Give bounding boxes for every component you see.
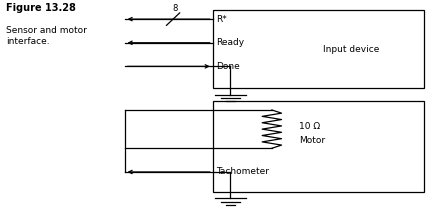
- Bar: [213, 10, 424, 88]
- Text: Figure 13.28: Figure 13.28: [6, 3, 76, 13]
- Text: 8: 8: [173, 4, 178, 13]
- Text: 10 Ω: 10 Ω: [299, 122, 320, 131]
- Text: R*: R*: [216, 15, 227, 24]
- Text: Sensor and motor
interface.: Sensor and motor interface.: [6, 26, 87, 46]
- Text: Done: Done: [216, 62, 240, 71]
- Text: Input device: Input device: [323, 45, 379, 54]
- Text: Ready: Ready: [216, 38, 245, 47]
- Text: Tachometer: Tachometer: [216, 167, 269, 176]
- Bar: [213, 101, 424, 192]
- Text: Motor: Motor: [299, 136, 325, 144]
